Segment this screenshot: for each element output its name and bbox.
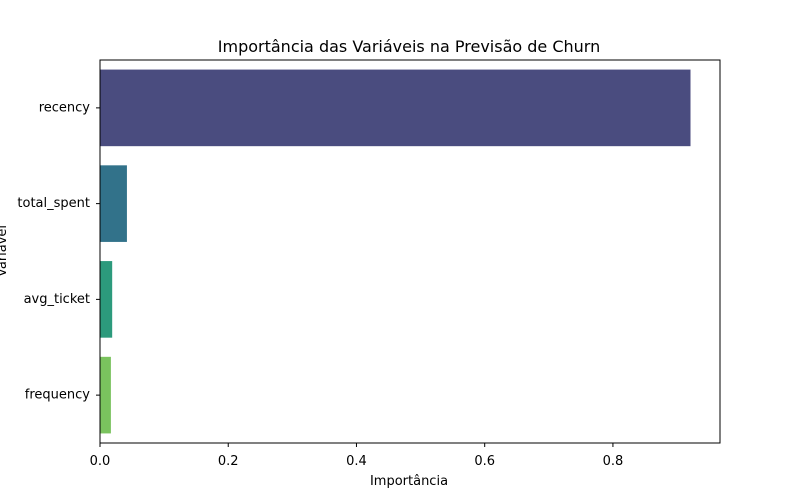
x-tick-label: 0.8 xyxy=(603,454,624,469)
x-tick-label: 0.4 xyxy=(346,454,367,469)
y-axis-label: Variável xyxy=(0,225,10,277)
x-tick-label: 0.2 xyxy=(218,454,239,469)
x-axis-label: Importância xyxy=(370,474,448,489)
y-tick-label: total_spent xyxy=(17,196,90,211)
plot-area-frame xyxy=(99,59,721,444)
y-tick-label: avg_ticket xyxy=(24,292,90,307)
x-axis-ticks: 0.0 0.2 0.4 0.6 0.8 xyxy=(90,443,624,469)
y-tick-label: frequency xyxy=(25,388,91,403)
bar-avg-ticket xyxy=(100,261,113,338)
bars-group xyxy=(100,69,691,434)
x-tick-label: 0.0 xyxy=(90,454,111,469)
bar-frequency xyxy=(100,356,111,434)
y-axis-ticks: recency total_spent avg_ticket frequency xyxy=(17,100,100,403)
bar-recency xyxy=(100,69,691,147)
y-tick-label: recency xyxy=(39,100,91,115)
x-tick-label: 0.6 xyxy=(474,454,495,469)
bar-total-spent xyxy=(100,165,127,242)
chart-title: Importância das Variáveis na Previsão de… xyxy=(218,37,600,56)
